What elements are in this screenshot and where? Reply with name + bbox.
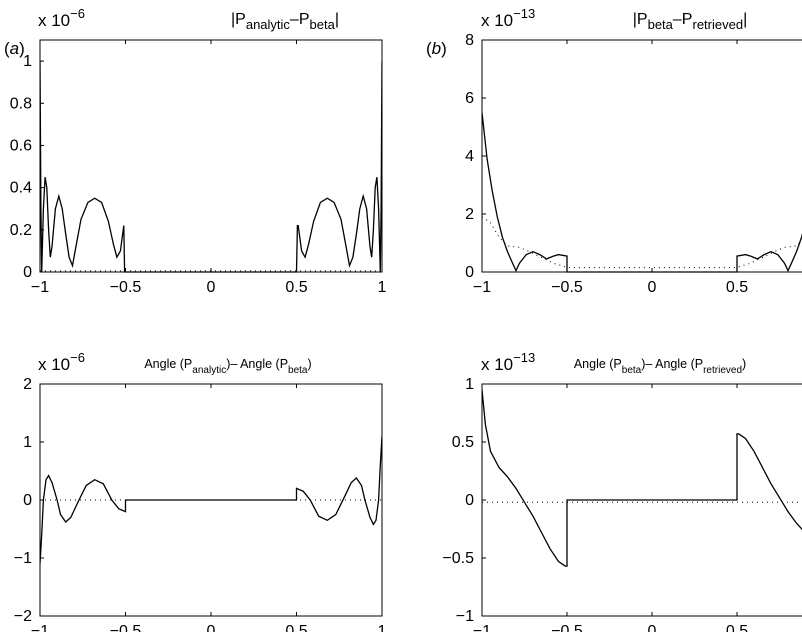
- y-tick-label: −2: [14, 608, 32, 625]
- y-tick-label: 1: [465, 376, 474, 393]
- x-tick-label: −0.5: [110, 279, 142, 296]
- axes-box: [39, 39, 383, 273]
- axis-scale-label: x 10−6: [38, 6, 85, 30]
- x-tick-label: 1: [378, 279, 387, 296]
- series-line-solid: [40, 61, 382, 273]
- x-tick-label: 0.5: [285, 623, 307, 632]
- y-tick-label: −1: [14, 550, 32, 567]
- panel-label: (b): [426, 39, 447, 58]
- x-tick-label: 0.5: [285, 279, 307, 296]
- chart-panel-4: −1 −0.5 0 0.5 −1 −0.5 0 0.5 1 x 10−13 Angle (Pbeta…: [442, 350, 802, 632]
- y-tick-label: −0.5: [442, 550, 474, 567]
- y-tick-label: 0.6: [10, 137, 32, 154]
- y-tick-label: 0: [465, 492, 474, 509]
- series-line-solid: [482, 112, 802, 273]
- axes-box: [481, 39, 802, 273]
- chart-title: |Pbeta–Pretrieved|: [633, 11, 747, 32]
- x-tick-label: 0: [648, 623, 657, 632]
- y-tick-label: −1: [456, 608, 474, 625]
- x-tick-label: −1: [473, 279, 491, 296]
- axis-scale-label: x 10−13: [481, 6, 535, 30]
- x-tick-label: 0: [648, 279, 657, 296]
- y-tick-label: 4: [465, 148, 474, 165]
- y-tick-label: 0.4: [10, 180, 32, 197]
- y-tick-label: 0.5: [452, 434, 474, 451]
- y-tick-label: 1: [23, 434, 32, 451]
- x-tick-label: 0: [207, 279, 216, 296]
- x-tick-label: −1: [31, 623, 49, 632]
- chart-title: Angle (Panalytic)– Angle (Pbeta): [144, 357, 311, 376]
- series-line-dotted: [482, 216, 802, 269]
- x-tick-label: −1: [473, 623, 491, 632]
- x-tick-label: 1: [378, 623, 387, 632]
- y-tick-label: 0: [23, 492, 32, 509]
- x-tick-label: −0.5: [551, 623, 583, 632]
- y-tick-label: 1: [23, 53, 32, 70]
- chart-panel-1: −1 −0.5 0 0.5 1 0 0.2 0.4 0.6 0.8 1 x 10−6 |Panalyti…: [4, 6, 387, 296]
- y-tick-label: 0: [465, 264, 474, 281]
- x-tick-label: 0.5: [726, 279, 748, 296]
- y-tick-label: 8: [465, 32, 474, 49]
- y-tick-label: 6: [465, 90, 474, 107]
- x-tick-label: −1: [31, 279, 49, 296]
- chart-panel-2: −1 −0.5 0 0.5 0 2 4 6 8 x 10−13 |Pbeta–Pretrieved|…: [426, 6, 802, 296]
- y-tick-label: 2: [465, 206, 474, 223]
- x-tick-label: −0.5: [551, 279, 583, 296]
- x-tick-label: −0.5: [110, 623, 142, 632]
- y-tick-label: 0.2: [10, 222, 32, 239]
- y-tick-label: 0.8: [10, 95, 32, 112]
- chart-title: |Panalytic–Pbeta|: [231, 11, 339, 32]
- x-tick-label: 0.5: [726, 623, 748, 632]
- panel-label: (a): [4, 39, 25, 58]
- y-tick-label: 0: [23, 264, 32, 281]
- y-tick-label: 2: [23, 376, 32, 393]
- series-line-solid: [482, 389, 802, 567]
- chart-title: Angle (Pbeta)– Angle (Pretrieved): [574, 357, 746, 376]
- axis-scale-label: x 10−6: [38, 350, 85, 374]
- axis-scale-label: x 10−13: [481, 350, 535, 374]
- x-tick-label: 0: [207, 623, 216, 632]
